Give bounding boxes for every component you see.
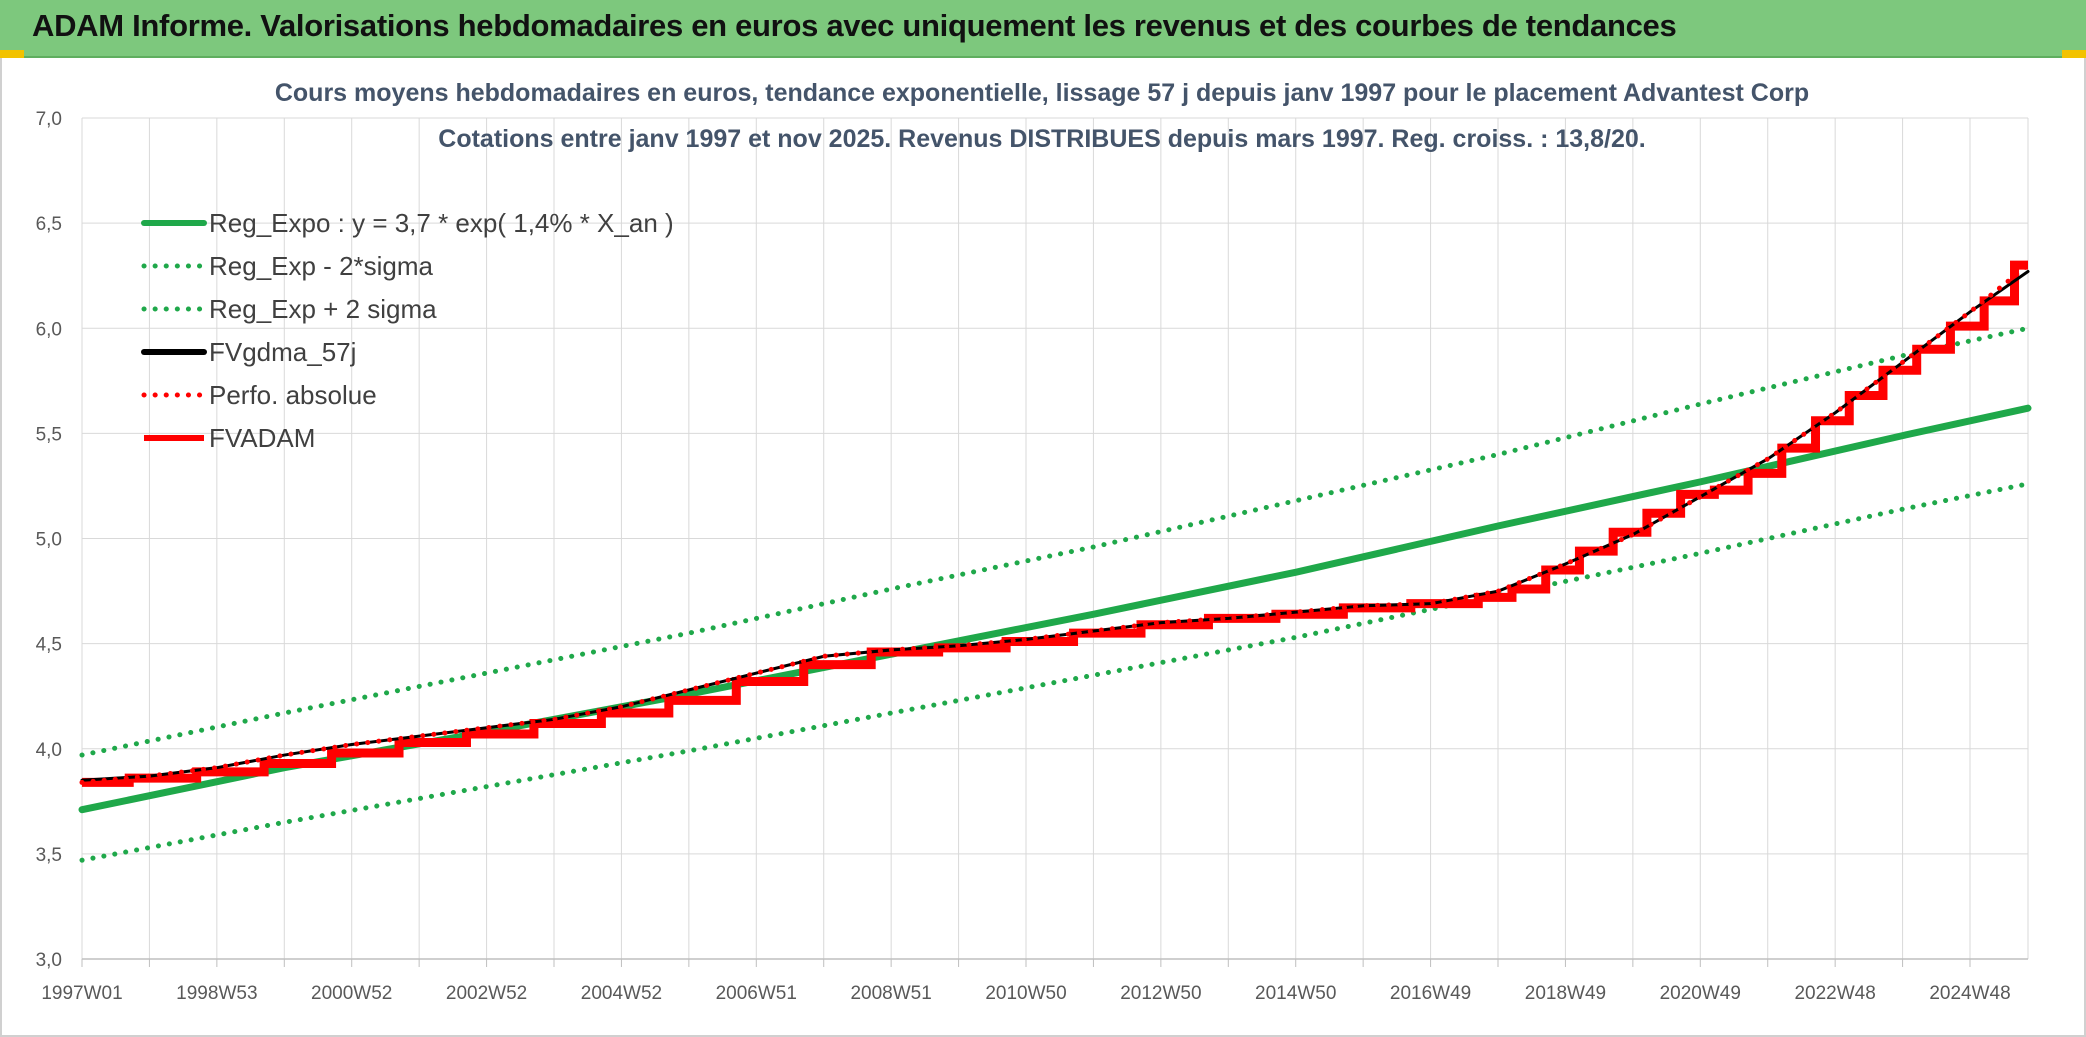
corner-marker-left (0, 50, 24, 58)
corner-marker-right (2062, 50, 2086, 58)
x-tick-label: 2002W52 (446, 983, 527, 1004)
x-tick-label: 2018W49 (1525, 983, 1606, 1004)
y-tick-label: 7,0 (36, 109, 62, 130)
chart-frame: 3,0 3,5 4,0 4,5 5,0 5,5 6,0 6,5 7,0 1997W01 1998W5… (0, 58, 2086, 1037)
x-tick-label: 2004W52 (581, 983, 662, 1004)
y-tick-label: 3,5 (36, 845, 62, 866)
x-tick-label: 2006W51 (716, 983, 797, 1004)
x-tick-label: 2024W48 (1929, 983, 2010, 1004)
report-banner: ADAM Informe. Valorisations hebdomadaire… (0, 0, 2086, 58)
chart-grid (81, 117, 2029, 960)
chart-title-line-1: Cours moyens hebdomadaires en euros, ten… (275, 79, 1809, 107)
y-tick-label: 5,5 (36, 424, 62, 445)
x-tick-label: 2022W48 (1794, 983, 1875, 1004)
x-tick-label: 2016W49 (1390, 983, 1471, 1004)
y-tick-label: 6,0 (36, 319, 62, 340)
x-tick-label: 2008W51 (850, 983, 931, 1004)
trend-chart: 3,0 3,5 4,0 4,5 5,0 5,5 6,0 6,5 7,0 1997W01 1998W5… (36, 79, 2032, 1004)
y-tick-label: 4,5 (36, 635, 62, 656)
series-line-fvadam (82, 260, 2028, 787)
legend-label: FVADAM (209, 423, 315, 453)
x-tick-label: 2014W50 (1255, 983, 1336, 1004)
legend-label: Reg_Exp - 2*sigma (209, 251, 434, 281)
x-tick-label: 2012W50 (1120, 983, 1201, 1004)
x-tick-label: 1998W53 (176, 983, 257, 1004)
y-tick-label: 5,0 (36, 530, 62, 551)
legend-label: Reg_Expo : y = 3,7 * exp( 1,4% * X_an ) (209, 208, 674, 238)
y-tick-label: 6,5 (36, 214, 62, 235)
chart-axes: 3,0 3,5 4,0 4,5 5,0 5,5 6,0 6,5 7,0 1997W01 1998W5… (36, 109, 2028, 1004)
chart-series (78, 260, 2032, 863)
series-line-reg-exp-2-sigma (79, 325, 2031, 758)
report-title: ADAM Informe. Valorisations hebdomadaire… (32, 8, 1677, 43)
chart-legend: Reg_Expo : y = 3,7 * exp( 1,4% * X_an ) R… (141, 208, 674, 453)
y-tick-label: 3,0 (36, 950, 62, 971)
series-line-reg-exp-2-sigma (79, 481, 2031, 863)
legend-label: Reg_Exp + 2 sigma (209, 294, 437, 324)
x-tick-label: 2020W49 (1660, 983, 1741, 1004)
x-tick-label: 2000W52 (311, 983, 392, 1004)
x-tick-label: 1997W01 (41, 983, 122, 1004)
series-line-fvgdma-57j (80, 269, 2030, 782)
series-line-perfo-absolue (79, 262, 2031, 785)
chart-title-line-2: Cotations entre janv 1997 et nov 2025. R… (438, 125, 1645, 153)
y-tick-label: 4,0 (36, 740, 62, 761)
legend-label: Perfo. absolue (209, 380, 377, 410)
legend-label: FVgdma_57j (209, 337, 356, 367)
x-tick-label: 2010W50 (985, 983, 1066, 1004)
